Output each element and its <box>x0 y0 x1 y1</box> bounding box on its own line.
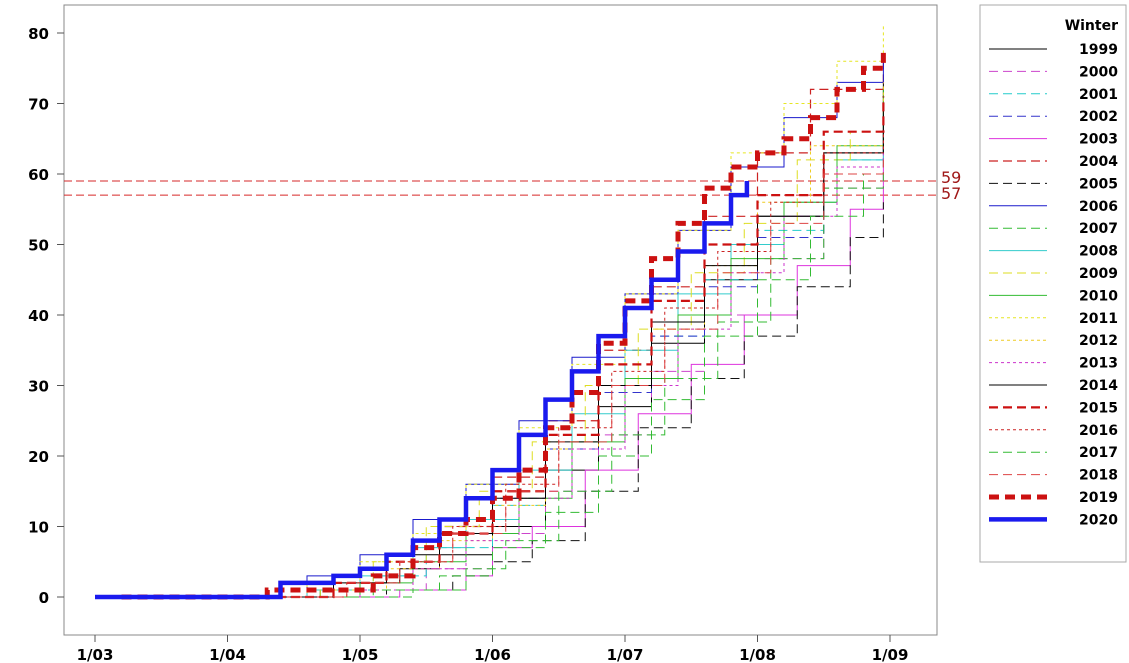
legend-label-2012: 2012 <box>1079 333 1118 349</box>
legend-label-1999: 1999 <box>1079 42 1118 58</box>
legend-label-2016: 2016 <box>1079 423 1118 439</box>
y-tick-label: 60 <box>28 166 49 184</box>
reference-label-59: 59 <box>941 168 961 187</box>
reference-label-57: 57 <box>941 184 961 203</box>
legend-label-2017: 2017 <box>1079 445 1118 461</box>
legend-label-2013: 2013 <box>1079 356 1118 372</box>
legend-label-2003: 2003 <box>1079 132 1118 148</box>
legend-label-2001: 2001 <box>1079 87 1118 103</box>
y-tick-label: 20 <box>28 448 49 466</box>
legend: 1999 2000 2001 2002 2003 2004 2005 2006 2007 2008… <box>989 42 1118 528</box>
axes: 1/03 1/04 1/05 1/06 1/07 1/08 1/09 0 10 20 30 40 50 6… <box>28 25 908 663</box>
x-tick-label: 1/06 <box>474 646 511 663</box>
series-line-2011 <box>95 25 884 598</box>
legend-label-2004: 2004 <box>1079 154 1118 170</box>
x-tick-label: 1/03 <box>77 646 114 663</box>
series-line-2017 <box>95 166 884 598</box>
legend-label-2008: 2008 <box>1079 244 1118 260</box>
series-line-2020 <box>95 181 750 600</box>
legend-title: Winter <box>1065 18 1118 34</box>
plot-area-frame <box>63 4 938 636</box>
legend-label-2011: 2011 <box>1079 311 1118 327</box>
legend-label-2000: 2000 <box>1079 64 1118 80</box>
x-tick-label: 1/08 <box>739 646 776 663</box>
legend-label-2020: 2020 <box>1079 512 1118 528</box>
x-tick-label: 1/04 <box>209 646 246 663</box>
legend-label-2019: 2019 <box>1079 490 1118 506</box>
y-tick-label: 10 <box>28 519 49 537</box>
y-tick-label: 40 <box>28 307 49 325</box>
x-tick-label: 1/09 <box>872 646 909 663</box>
legend-label-2007: 2007 <box>1079 221 1118 237</box>
legend-frame <box>979 4 1127 563</box>
y-tick-label: 30 <box>28 378 49 396</box>
series-line-2009 <box>95 103 884 598</box>
y-tick-label: 80 <box>28 25 49 43</box>
x-tick-label: 1/07 <box>607 646 644 663</box>
legend-label-2009: 2009 <box>1079 266 1118 282</box>
series-line-2001 <box>95 96 884 598</box>
series-line-2018 <box>95 159 884 598</box>
legend-label-2005: 2005 <box>1079 176 1118 192</box>
y-tick-label: 70 <box>28 96 49 114</box>
legend-label-2015: 2015 <box>1079 400 1118 416</box>
y-tick-label: 0 <box>39 589 49 607</box>
y-tick-label: 50 <box>28 237 49 255</box>
legend-label-2002: 2002 <box>1079 109 1118 125</box>
series-lines <box>95 25 886 600</box>
x-tick-label: 1/05 <box>342 646 379 663</box>
legend-label-2014: 2014 <box>1079 378 1118 394</box>
legend-label-2010: 2010 <box>1079 288 1118 304</box>
legend-label-2006: 2006 <box>1079 199 1118 215</box>
legend-label-2018: 2018 <box>1079 468 1118 484</box>
